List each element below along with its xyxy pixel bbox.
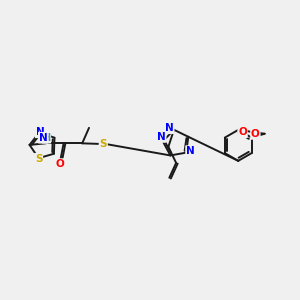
Text: N: N [165, 123, 174, 133]
Text: S: S [35, 154, 42, 164]
Text: N: N [186, 146, 195, 156]
Text: O: O [238, 128, 247, 137]
Text: N: N [39, 133, 48, 143]
Text: N: N [36, 127, 44, 137]
Text: O: O [56, 159, 64, 169]
Text: N: N [157, 132, 166, 142]
Text: O: O [251, 129, 260, 139]
Text: H: H [42, 133, 50, 143]
Text: S: S [100, 139, 107, 149]
